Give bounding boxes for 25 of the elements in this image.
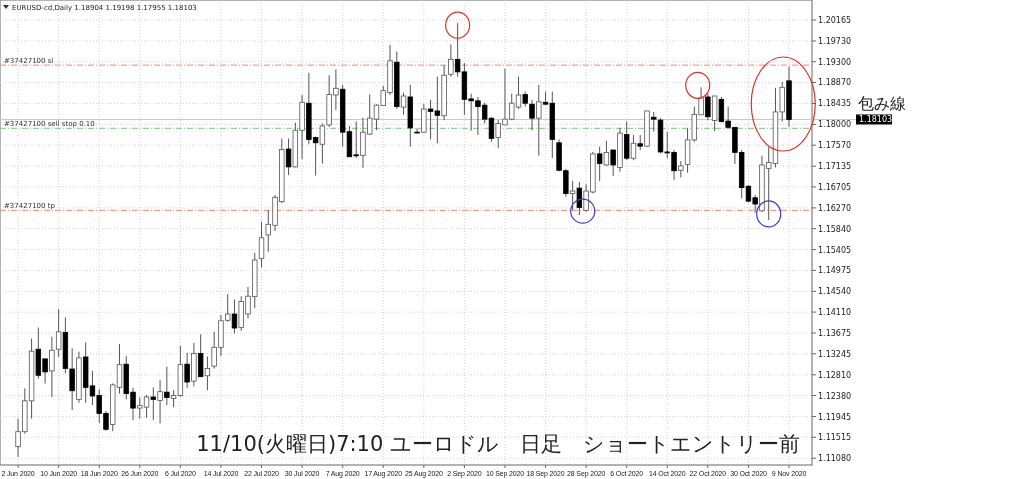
text: 包み線 [858, 94, 906, 113]
y-tick-label: 1.13245 [818, 349, 852, 359]
y-tick-label: 1.19730 [818, 37, 852, 46]
y-tick-label: 1.16270 [818, 203, 852, 213]
y-tick-label: 1.14540 [818, 287, 852, 297]
y-tick-label: 1.12380 [818, 391, 852, 401]
y-tick-label: 1.19300 [818, 57, 852, 67]
y-tick-label: 1.13675 [818, 329, 852, 339]
y-tick-label: 1.15840 [818, 224, 852, 234]
y-tick-label: 1.14110 [818, 308, 852, 318]
y-tick-label: 1.14975 [818, 266, 852, 276]
y-tick-label: 1.16705 [818, 182, 852, 192]
y-tick-label: 1.17570 [818, 141, 852, 151]
y-tick-label: 1.18000 [818, 120, 852, 130]
ref-line-label: 1.18103 [859, 115, 893, 125]
y-tick-label: 1.20165 [818, 16, 852, 26]
y-tick-label: 1.15405 [818, 245, 852, 255]
annotation: 11/10(火曜日)7:10 ユーロドル 日足 ショートエントリー前 [196, 432, 800, 456]
y-tick-label: 1.18435 [818, 99, 852, 109]
y-tick-label: 1.11080 [818, 454, 852, 464]
y-tick-label: 1.18870 [818, 78, 852, 88]
y-tick-label: 1.11515 [818, 433, 852, 443]
y-tick-label: 1.11945 [818, 412, 852, 422]
y-tick-label: 1.12810 [818, 370, 852, 380]
y-tick-label: 1.17135 [818, 162, 852, 172]
